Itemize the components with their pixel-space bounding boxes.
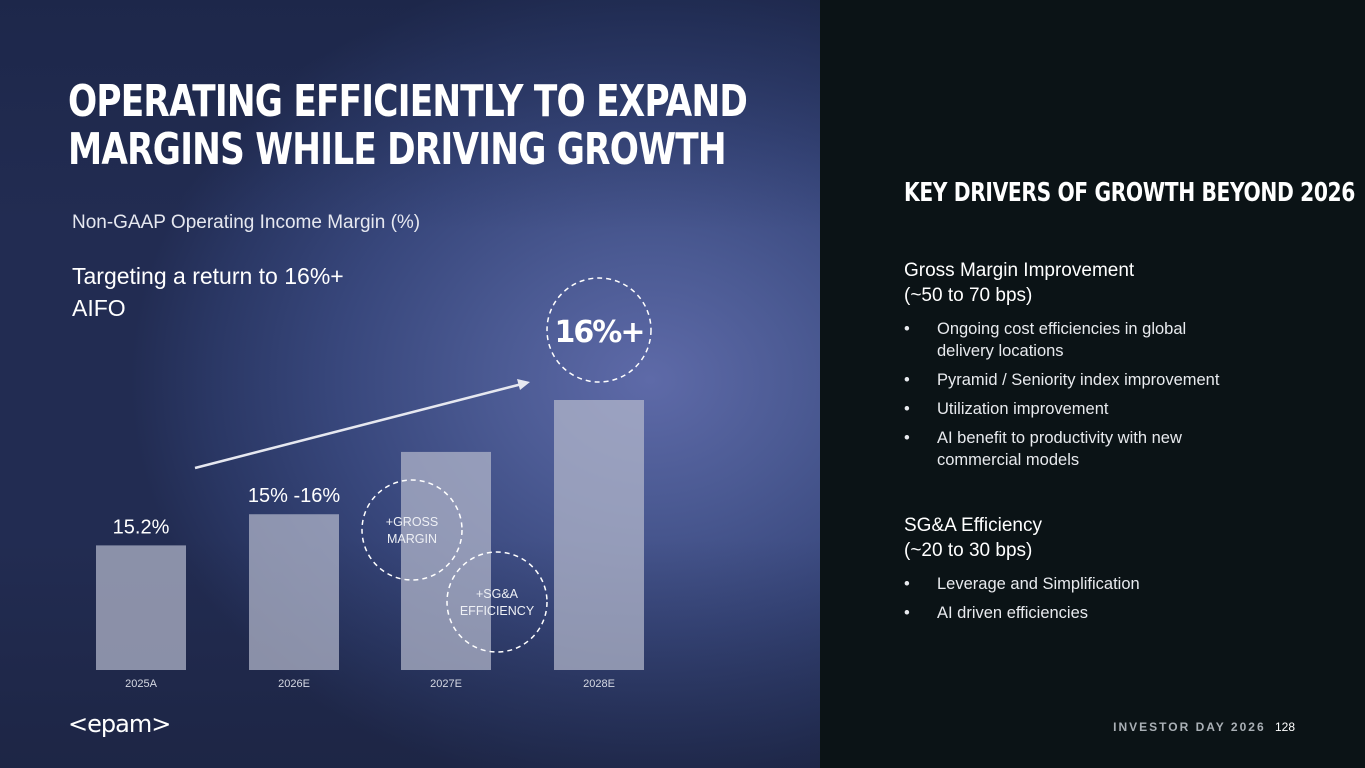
sga-annotation-label: +SG&A	[476, 587, 519, 601]
target-text: Targeting a return to 16%+ AIFO	[72, 263, 344, 321]
sga-heading-line2: (~20 to 30 bps)	[904, 540, 1033, 561]
sga-bullets: Leverage and Simplification AI driven ef…	[904, 573, 1324, 624]
sga-heading: SG&A Efficiency (~20 to 30 bps)	[904, 513, 1324, 563]
bullet-item: Ongoing cost efficiencies in global deli…	[904, 318, 1237, 362]
gross-margin-heading: Gross Margin Improvement (~50 to 70 bps)	[904, 258, 1324, 308]
bullet-item: Leverage and Simplification	[904, 573, 1237, 595]
footer-label: INVESTOR DAY 2026	[1113, 720, 1266, 734]
sga-annotation-circle	[446, 551, 548, 653]
x-tick-label: 2028E	[583, 678, 615, 690]
gross-margin-heading-line2: (~50 to 70 bps)	[904, 285, 1033, 306]
margin-bar-chart: 2025A 15.2% 2026E 15% -16% 2027E 2028E 16%+ +GR…	[96, 277, 652, 690]
gross-margin-section: Gross Margin Improvement (~50 to 70 bps)…	[904, 258, 1324, 478]
x-tick-label: 2026E	[278, 678, 310, 690]
target-circle	[546, 277, 652, 383]
target-label: 16%+	[555, 315, 644, 350]
slide-title: Operating efficiently to expand margins …	[68, 76, 748, 175]
bar-value-label: 15.2%	[113, 516, 170, 538]
bar	[554, 400, 644, 670]
bar	[401, 451, 491, 670]
gross-margin-bullets: Ongoing cost efficiencies in global deli…	[904, 318, 1324, 471]
sga-annotation-label: EFFICIENCY	[460, 604, 535, 618]
bar	[96, 545, 186, 670]
gross-margin-annotation-circle	[361, 479, 463, 581]
bullet-item: AI benefit to productivity with new comm…	[904, 427, 1237, 471]
trend-arrow	[194, 382, 523, 470]
page-number: 128	[1274, 720, 1295, 734]
bullet-item: Utilization improvement	[904, 398, 1237, 420]
gross-margin-heading-line1: Gross Margin Improvement	[904, 260, 1135, 281]
sga-heading-line1: SG&A Efficiency	[904, 515, 1042, 536]
epam-logo: <epam>	[68, 710, 171, 738]
bullet-item: AI driven efficiencies	[904, 602, 1237, 624]
bar-value-label: 15% -16%	[248, 485, 340, 507]
chart-subtitle: Non-GAAP Operating Income Margin (%)	[72, 212, 421, 233]
x-tick-label: 2027E	[430, 678, 462, 690]
gross-margin-annotation-label: MARGIN	[387, 532, 437, 546]
bar	[249, 514, 339, 670]
bullet-item: Pyramid / Seniority index improvement	[904, 369, 1237, 391]
trend-arrowhead	[517, 379, 530, 390]
footer: INVESTOR DAY 2026 128	[1113, 720, 1295, 734]
sga-section: SG&A Efficiency (~20 to 30 bps) Leverage…	[904, 513, 1324, 631]
x-tick-label: 2025A	[125, 678, 157, 690]
gross-margin-annotation-label: +GROSS	[386, 515, 438, 529]
drivers-title: Key drivers of growth beyond 2026	[904, 178, 1355, 208]
